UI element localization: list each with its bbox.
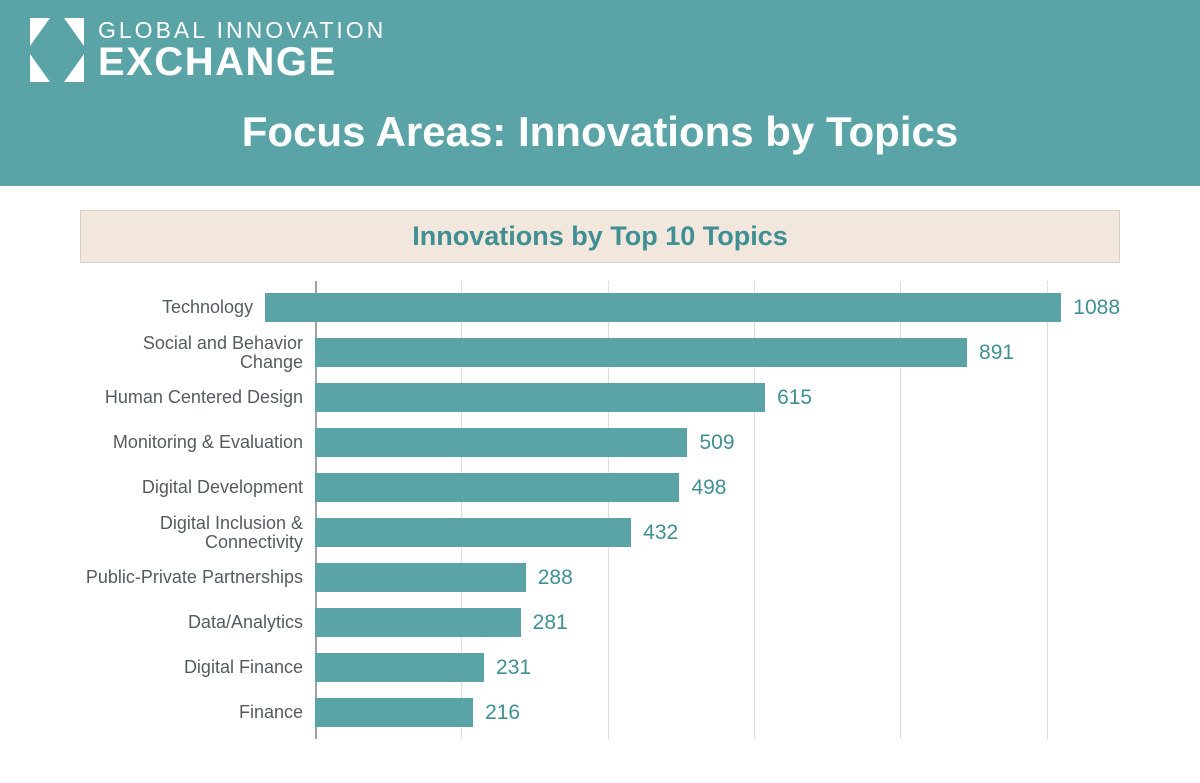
bar <box>315 428 687 457</box>
bar-track: 231 <box>315 645 1120 690</box>
chart-plot-area: Technology 1088 Social and Behavior Change… <box>80 285 1120 735</box>
value-label: 509 <box>699 431 734 455</box>
bar-track: 281 <box>315 600 1120 645</box>
bar <box>315 608 521 637</box>
bar-track: 432 <box>315 510 1120 555</box>
value-label: 891 <box>979 341 1014 365</box>
bar-row: Digital Development 498 <box>80 465 1120 510</box>
bar <box>315 383 765 412</box>
bar-row: Monitoring & Evaluation 509 <box>80 420 1120 465</box>
bar-row: Human Centered Design 615 <box>80 375 1120 420</box>
logo-icon <box>30 18 84 82</box>
bar-track: 1088 <box>265 285 1120 330</box>
bar-row: Finance 216 <box>80 690 1120 735</box>
logo-line2: EXCHANGE <box>98 42 386 82</box>
value-label: 281 <box>533 611 568 635</box>
logo: GLOBAL INNOVATION EXCHANGE <box>30 18 1170 82</box>
bar-row: Digital Finance 231 <box>80 645 1120 690</box>
value-label: 288 <box>538 566 573 590</box>
category-label: Digital Development <box>80 478 315 497</box>
category-label: Human Centered Design <box>80 388 315 407</box>
value-label: 1088 <box>1073 296 1120 320</box>
value-label: 231 <box>496 656 531 680</box>
category-label: Public-Private Partnerships <box>80 568 315 587</box>
chart-container: Innovations by Top 10 Topics Technology 1… <box>0 186 1200 735</box>
bar-row: Data/Analytics 281 <box>80 600 1120 645</box>
bar <box>265 293 1061 322</box>
bar <box>315 473 679 502</box>
value-label: 615 <box>777 386 812 410</box>
bar <box>315 338 967 367</box>
category-label: Monitoring & Evaluation <box>80 433 315 452</box>
category-label: Digital Inclusion & Connectivity <box>80 514 315 552</box>
header-band: GLOBAL INNOVATION EXCHANGE Focus Areas: … <box>0 0 1200 186</box>
bar <box>315 518 631 547</box>
bar-track: 288 <box>315 555 1120 600</box>
bar-track: 216 <box>315 690 1120 735</box>
bar-track: 509 <box>315 420 1120 465</box>
logo-line1: GLOBAL INNOVATION <box>98 19 386 42</box>
value-label: 432 <box>643 521 678 545</box>
page-title: Focus Areas: Innovations by Topics <box>30 108 1170 156</box>
value-label: 498 <box>691 476 726 500</box>
bar <box>315 698 473 727</box>
bar-track: 615 <box>315 375 1120 420</box>
logo-text: GLOBAL INNOVATION EXCHANGE <box>98 19 386 82</box>
category-label: Digital Finance <box>80 658 315 677</box>
chart-title-band: Innovations by Top 10 Topics <box>80 210 1120 263</box>
category-label: Technology <box>80 298 265 317</box>
category-label: Data/Analytics <box>80 613 315 632</box>
bar-row: Public-Private Partnerships 288 <box>80 555 1120 600</box>
value-label: 216 <box>485 701 520 725</box>
bar <box>315 653 484 682</box>
category-label: Social and Behavior Change <box>80 334 315 372</box>
chart-title: Innovations by Top 10 Topics <box>412 221 788 251</box>
bar-row: Technology 1088 <box>80 285 1120 330</box>
bar <box>315 563 526 592</box>
bar-row: Social and Behavior Change 891 <box>80 330 1120 375</box>
bar-track: 891 <box>315 330 1120 375</box>
bar-track: 498 <box>315 465 1120 510</box>
category-label: Finance <box>80 703 315 722</box>
bar-row: Digital Inclusion & Connectivity 432 <box>80 510 1120 555</box>
